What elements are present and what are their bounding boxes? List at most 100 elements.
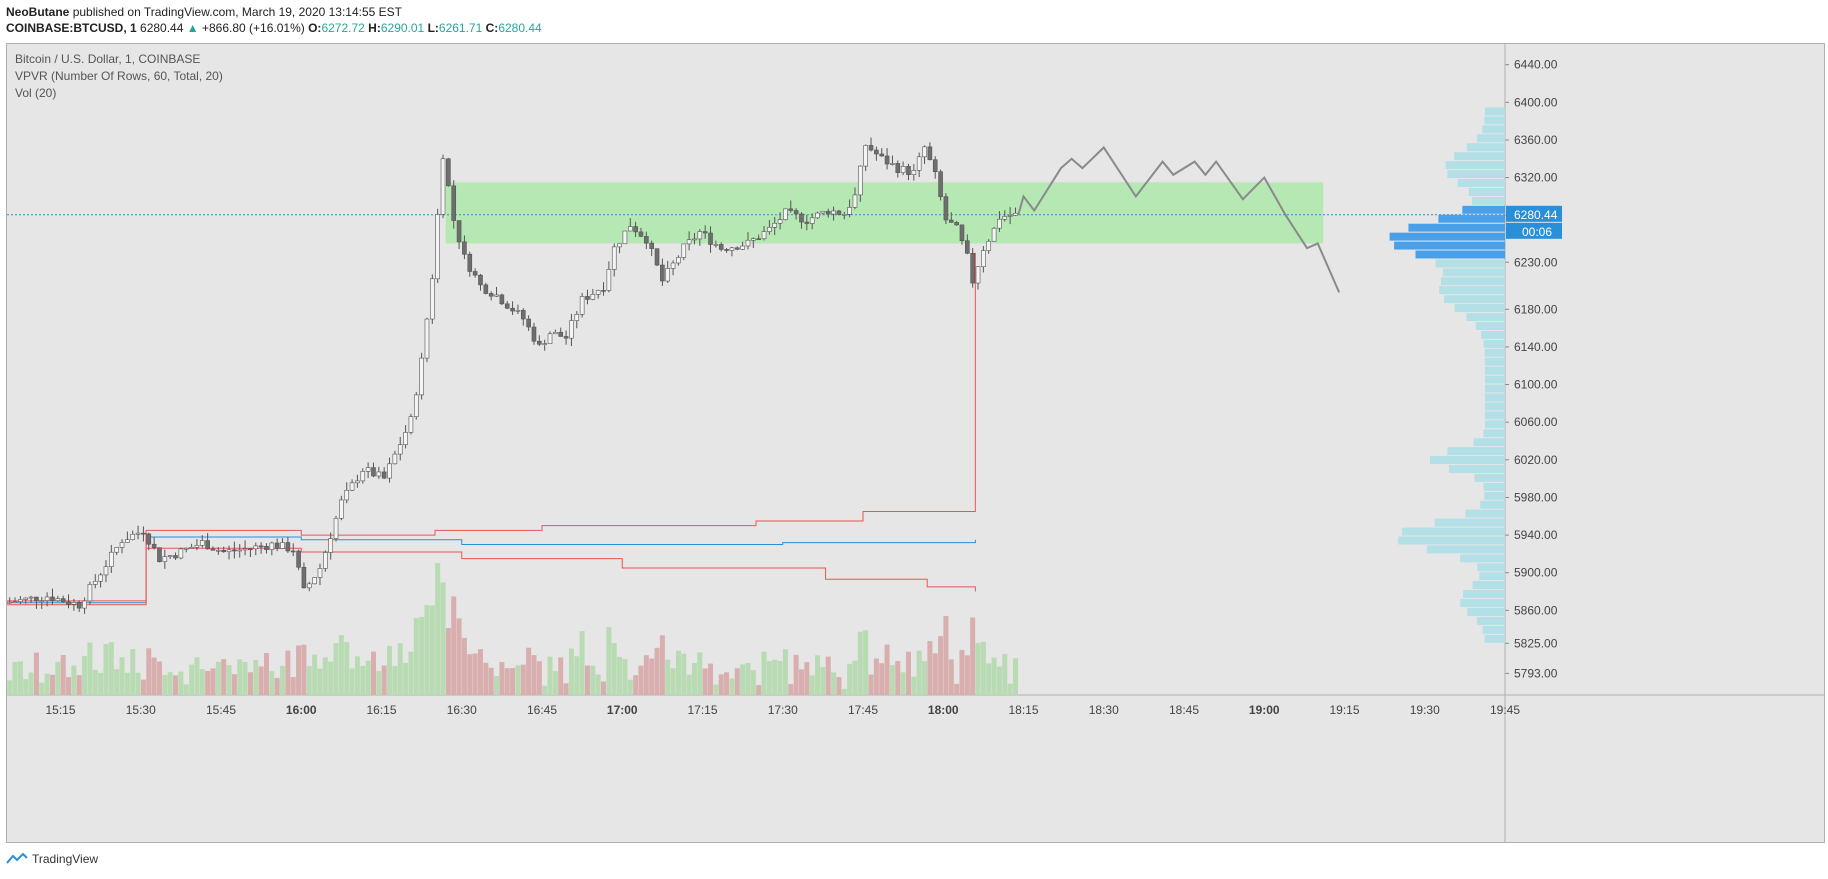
volume-bar [87,642,93,695]
volume-bar [49,674,55,695]
volume-bar [986,663,992,695]
volume-bar [691,663,697,695]
volume-bar [499,662,505,695]
candle-body [997,218,1002,229]
vpvr-bar [1472,196,1505,205]
candle-body [103,566,109,576]
candle-body [424,318,430,359]
candle-body [333,517,339,539]
candle-body [376,471,382,477]
volume-bar [617,656,623,695]
candle-body [938,171,943,197]
close-value: 6280.44 [498,21,542,35]
volume-bar [761,651,767,695]
volume-bar [831,672,837,695]
vpvr-bar [1475,322,1505,330]
y-tick-label: 5900.00 [1514,566,1558,580]
candle-body [537,340,542,345]
candle-body [274,542,280,549]
vpvr-bar [1415,250,1505,259]
candle-body [355,480,360,484]
candle-body [756,238,761,240]
volume-bar [92,669,98,695]
volume-bar [996,666,1002,695]
candle-body [66,601,71,605]
vpvr-legend[interactable]: VPVR (Number Of Rows, 60, Total, 20) [15,69,223,83]
candle-body [702,231,708,234]
volume-bar [643,655,649,695]
candle-body [419,357,424,396]
volume-bar [130,649,136,695]
lower-band-line [7,547,976,602]
volume-bar [510,668,516,695]
last-price: 6280.44 [140,21,184,35]
volume-bar [328,661,334,695]
candle-body [927,146,933,160]
vpvr-bar [1483,339,1505,348]
volume-legend[interactable]: Vol (20) [15,86,57,100]
candle-body [226,549,232,553]
volume-bar [7,680,13,695]
volume-bar [756,685,762,695]
volume-bar [724,672,730,695]
candle-body [734,247,740,250]
volume-bar [905,651,911,695]
candle-body [403,432,408,445]
candle-body [932,159,938,173]
candle-body [328,538,333,553]
volume-bar [659,635,665,695]
chart-title[interactable]: Bitcoin / U.S. Dollar, 1, COINBASE [15,52,201,66]
volume-bar [579,631,585,695]
volume-bar [815,655,821,695]
x-tick-label: 16:30 [447,703,477,717]
candle-body [724,249,729,251]
volume-bar [66,677,72,695]
volume-bar [226,664,232,695]
change-up-icon: ▲ [186,21,199,35]
candle-body [777,219,783,224]
candle-body [569,320,574,339]
x-tick-label: 19:00 [1249,703,1280,717]
candle-body [488,293,494,297]
volume-bar [322,657,328,695]
published-text: published on TradingView.com, March 19, … [72,5,403,19]
change-value: +866.80 (+16.01%) [202,21,305,35]
volume-bar [274,677,280,695]
volume-bar [622,659,628,695]
candle-body [761,231,767,240]
x-tick-label: 15:45 [206,703,236,717]
author-name[interactable]: NeoButane [6,5,70,19]
volume-bar [178,671,184,695]
tradingview-footer[interactable]: TradingView [6,852,98,866]
candle-body [943,196,949,221]
candle-body [863,145,868,167]
volume-bar [601,681,607,695]
volume-bar [306,666,312,695]
volume-bar [263,652,269,695]
y-tick-label: 6440.00 [1514,58,1558,72]
tradingview-brand: TradingView [32,852,99,866]
vpvr-bar [1440,277,1505,286]
candle-body [7,601,12,604]
volume-bar [413,618,419,695]
y-tick-label: 6180.00 [1514,302,1558,316]
volume-bar [162,675,168,695]
volume-bar [456,618,462,695]
vpvr-bar [1454,304,1505,313]
candle-body [135,532,141,535]
volume-bar [729,678,735,695]
vpvr-bar [1434,518,1505,527]
vpvr-bar [1484,357,1505,366]
candle-body [221,549,226,553]
volume-bar [654,647,660,695]
chart-frame[interactable] [6,43,1825,843]
volume-bar [483,662,489,695]
volume-bar [868,674,874,695]
candle-body [852,194,858,208]
volume-bar [167,672,173,695]
candle-body [718,244,724,250]
volume-bar [879,663,885,695]
candle-body [579,296,585,315]
volume-bar [574,656,580,695]
